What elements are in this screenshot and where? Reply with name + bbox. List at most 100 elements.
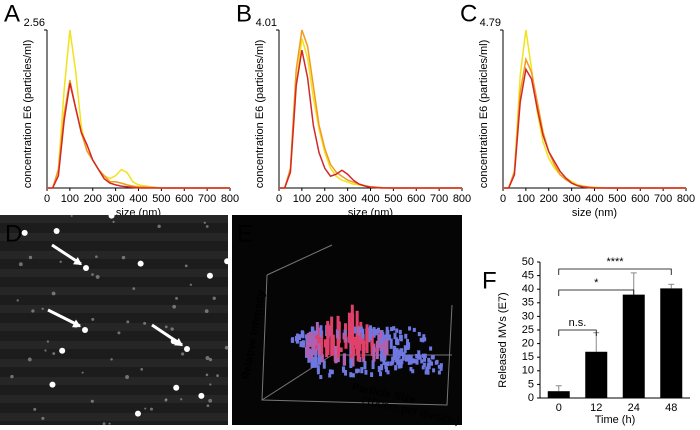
- x-tick-label: 700: [198, 193, 216, 205]
- bin: [364, 369, 368, 375]
- bin: [403, 345, 407, 353]
- particle: [224, 345, 229, 350]
- bin: [308, 348, 312, 358]
- bin: [398, 359, 402, 366]
- scan-band: [0, 323, 228, 331]
- x-tick-label: 400: [361, 193, 379, 205]
- bin: [328, 373, 332, 378]
- bin: [375, 340, 379, 360]
- y-tick-label: 40: [522, 283, 534, 295]
- bin: [392, 345, 396, 358]
- bin: [377, 365, 381, 373]
- bin: [376, 327, 380, 334]
- bin: [427, 357, 431, 363]
- particle: [132, 287, 136, 290]
- particle: [21, 229, 28, 236]
- bin: [381, 332, 385, 339]
- bin: [384, 366, 388, 373]
- bin: [317, 356, 321, 365]
- particle: [157, 224, 161, 229]
- bin: [375, 329, 379, 336]
- bin: [372, 330, 376, 336]
- particle: [90, 399, 94, 403]
- bin: [421, 353, 425, 358]
- particle: [216, 374, 219, 378]
- particle: [189, 283, 193, 286]
- particle: [144, 407, 147, 410]
- bin: [401, 353, 405, 361]
- particle: [59, 260, 62, 263]
- particle: [112, 220, 115, 223]
- bin: [385, 326, 389, 332]
- particle: [44, 349, 47, 352]
- x-tick-label: 600: [407, 193, 425, 205]
- particle: [208, 357, 213, 362]
- bin: [370, 336, 374, 356]
- particle: [184, 346, 190, 352]
- bin: [420, 359, 424, 364]
- bin: [426, 370, 430, 375]
- bin: [300, 331, 304, 338]
- y-tick-label: 35: [522, 297, 534, 309]
- x-tick-label: 400: [129, 193, 147, 205]
- bin: [391, 356, 395, 365]
- particle: [91, 273, 94, 276]
- bin: [330, 369, 334, 375]
- bin: [389, 338, 393, 349]
- particle: [140, 367, 144, 371]
- bin: [393, 332, 397, 340]
- y-tick-label: 2.56: [24, 17, 45, 29]
- y-tick-label: 45: [522, 270, 534, 282]
- bin: [336, 357, 340, 363]
- bin: [415, 360, 419, 365]
- bin: [423, 337, 427, 342]
- x-axis-title: size (nm): [572, 207, 617, 219]
- y-tick-label: 50: [522, 256, 534, 268]
- particle: [121, 255, 126, 260]
- particle: [125, 375, 130, 379]
- bin: [406, 338, 410, 346]
- bin: [380, 364, 384, 371]
- scan-band: [0, 233, 228, 241]
- particle: [134, 410, 141, 417]
- particle: [203, 221, 206, 224]
- bin: [316, 365, 320, 371]
- bin: [360, 367, 364, 374]
- frame: [266, 244, 333, 276]
- bin: [390, 327, 394, 332]
- significance-bracket: [558, 268, 672, 275]
- bin: [380, 336, 384, 341]
- panel-label: F: [482, 267, 497, 294]
- significance-label: n.s.: [569, 317, 587, 329]
- bar: [622, 294, 645, 398]
- particle: [59, 347, 66, 354]
- bin: [342, 357, 346, 365]
- particle: [51, 291, 56, 296]
- x-tick-label: 400: [585, 193, 603, 205]
- bin: [386, 361, 390, 367]
- bin: [356, 368, 360, 373]
- bin: [383, 343, 387, 359]
- arrow-head: [72, 319, 81, 328]
- bin: [394, 354, 398, 363]
- particle: [205, 356, 210, 360]
- particle: [137, 260, 144, 267]
- x-tick-label: 300: [106, 193, 124, 205]
- bin: [304, 334, 308, 339]
- y-tick-label: 10: [522, 365, 534, 377]
- particle: [16, 299, 19, 302]
- panel-label: B: [236, 0, 252, 27]
- bin: [383, 356, 387, 361]
- scan-band: [0, 305, 228, 313]
- bin: [331, 334, 335, 356]
- x-tick-label: 800: [221, 193, 239, 205]
- bin: [296, 333, 300, 343]
- bin: [400, 358, 404, 365]
- significance-bracket: [558, 289, 635, 296]
- x-axis-title: Time (h): [595, 414, 636, 426]
- bin: [325, 340, 329, 358]
- bin: [334, 346, 338, 364]
- bin: [349, 354, 353, 369]
- bin: [308, 331, 312, 347]
